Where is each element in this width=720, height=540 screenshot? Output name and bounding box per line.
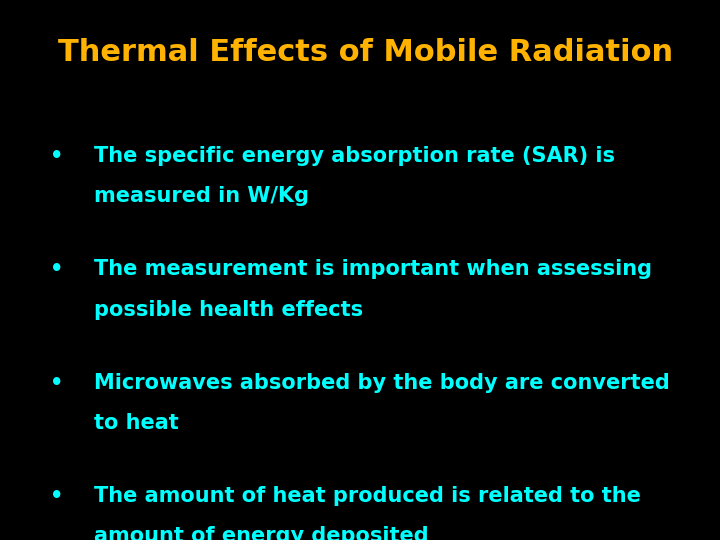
- Text: The specific energy absorption rate (SAR) is: The specific energy absorption rate (SAR…: [94, 146, 615, 166]
- Text: measured in W/Kg: measured in W/Kg: [94, 186, 309, 206]
- Text: Microwaves absorbed by the body are converted: Microwaves absorbed by the body are conv…: [94, 373, 670, 393]
- Text: The amount of heat produced is related to the: The amount of heat produced is related t…: [94, 486, 641, 506]
- Text: to heat: to heat: [94, 413, 179, 433]
- Text: Thermal Effects of Mobile Radiation: Thermal Effects of Mobile Radiation: [58, 38, 672, 67]
- Text: amount of energy deposited: amount of energy deposited: [94, 526, 428, 540]
- Text: The measurement is important when assessing: The measurement is important when assess…: [94, 259, 652, 279]
- Text: •: •: [50, 373, 64, 393]
- Text: •: •: [50, 259, 64, 279]
- Text: •: •: [50, 146, 64, 166]
- Text: •: •: [50, 486, 64, 506]
- Text: possible health effects: possible health effects: [94, 300, 363, 320]
